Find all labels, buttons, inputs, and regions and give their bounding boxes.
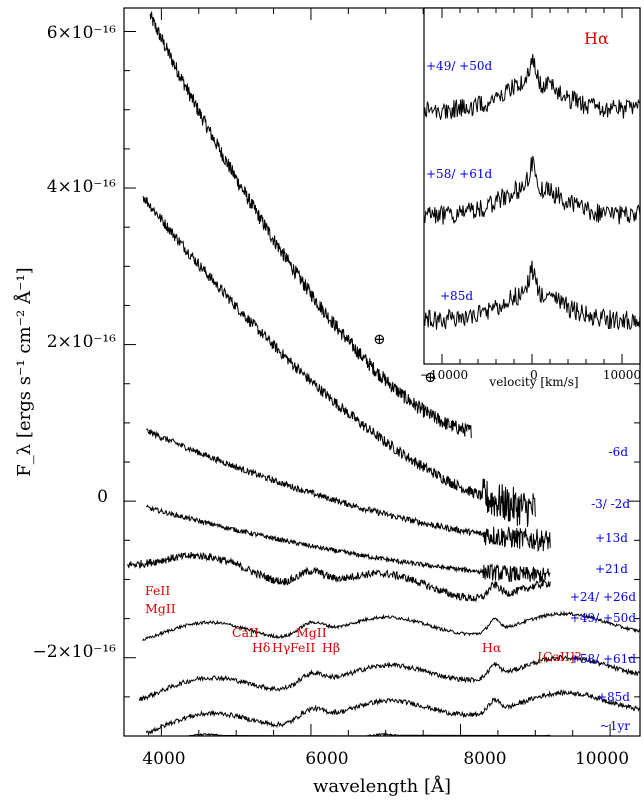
line-label-hdelta: Hδ [252, 640, 270, 655]
spectrum-line-0 [149, 11, 472, 439]
y-axis-label: F_λ [ergs s⁻¹ cm⁻² Å⁻¹] [13, 267, 35, 476]
inset-background [424, 8, 640, 364]
inset-xtick-label-neg10000: −10000 [420, 368, 468, 382]
line-label-halpha: Hα [482, 640, 502, 655]
epoch-label-21: +21d [595, 562, 628, 576]
line-label-caii: CaII [232, 625, 259, 640]
epoch-label-13: +13d [595, 531, 628, 545]
telluric-marker-1: ⊕ [373, 330, 386, 348]
spectrum-line-8 [188, 732, 551, 737]
main-spectra [127, 11, 641, 737]
inset-label-49: +49/ +50d [426, 59, 493, 73]
spectrum-line-5 [142, 610, 641, 642]
spectrum-line-6 [138, 654, 641, 702]
xtick-label-8000: 8000 [463, 749, 506, 769]
line-label-hgamma: Hγ [272, 640, 290, 655]
epoch-label-1yr: ~1yr [600, 719, 630, 733]
inset-label-85: +85d [440, 289, 473, 303]
epoch-label-85: +85d [597, 690, 630, 704]
ytick-label-0: 0 [97, 487, 108, 507]
epoch-label-24: +24/ +26d [570, 590, 637, 604]
inset-xtick-label-10000: 10000 [603, 368, 641, 382]
epoch-label-minus3: -3/ -2d [591, 497, 630, 511]
epoch-label-58: +58/ +61d [570, 652, 637, 666]
epoch-label-49: +49/ +50d [570, 611, 637, 625]
inset-spectrum-0 [423, 53, 641, 120]
ytick-label-neg2e-16: −2×10⁻¹⁶ [32, 642, 116, 662]
epoch-label-minus6: -6d [609, 445, 629, 459]
inset-x-axis-title: velocity [km/s] [488, 375, 578, 389]
inset-axis-ticks [423, 8, 641, 364]
spectrum-line-2 [146, 428, 551, 553]
inset-spectra [423, 53, 641, 331]
spectrum-line-3 [145, 504, 551, 583]
inset-label-58: +58/ +61d [426, 167, 493, 181]
xtick-label-6000: 6000 [305, 749, 348, 769]
telluric-marker-2: ⊕ [424, 368, 437, 386]
inset-spectrum-1 [423, 155, 641, 225]
line-label-feii-2: FeII [290, 640, 315, 655]
ytick-label-2e-16: 2×10⁻¹⁶ [47, 332, 116, 352]
main-plot-frame [123, 7, 641, 737]
x-axis-label: wavelength [Å] [313, 775, 451, 797]
line-label-caii-forbidden: [CaII]? [538, 649, 582, 664]
ytick-label-6e-16: 6×10⁻¹⁶ [47, 23, 116, 43]
xtick-label-10000: 10000 [575, 749, 629, 769]
spectrum-line-7 [145, 689, 640, 737]
line-label-mgii-2: MgII [296, 625, 327, 640]
inset-xtick-label-0: 0 [530, 368, 538, 382]
line-label-feii-1: FeII [145, 583, 170, 598]
spectrum-line-4 [127, 551, 551, 603]
inset-spectrum-2 [423, 260, 641, 331]
spectrum-line-1 [142, 195, 536, 527]
inset-title: Hα [584, 29, 609, 48]
line-label-mgii-1: MgII [145, 601, 176, 616]
line-label-hbeta: Hβ [322, 640, 340, 655]
ytick-label-4e-16: 4×10⁻¹⁶ [47, 177, 116, 197]
xtick-label-4000: 4000 [142, 749, 185, 769]
